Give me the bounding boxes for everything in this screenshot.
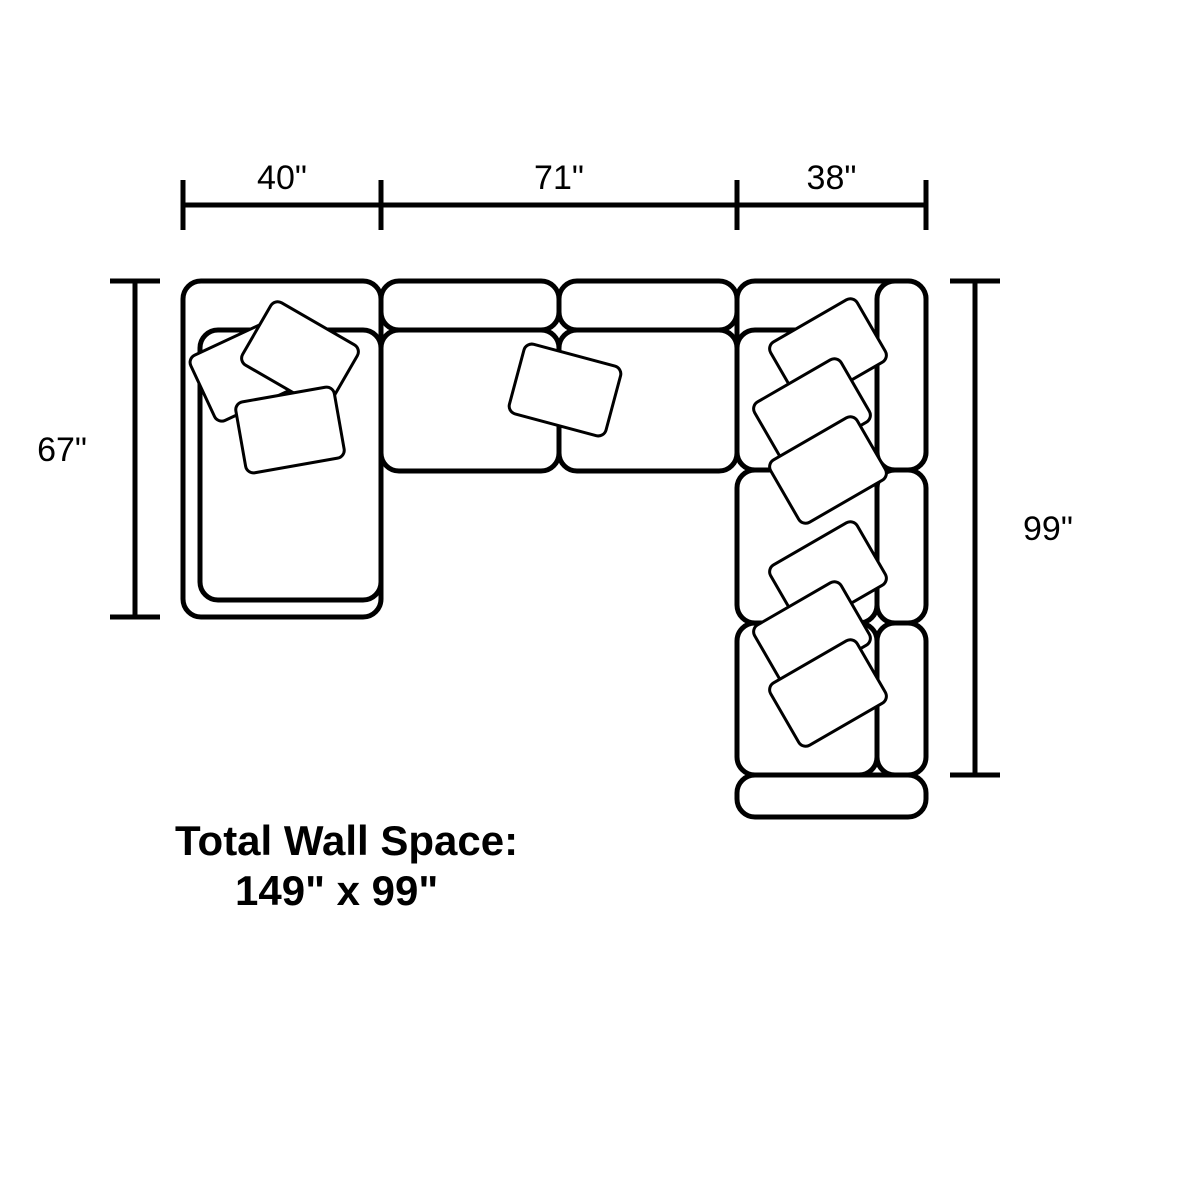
- dim-label: 38": [807, 159, 857, 197]
- dim-label: 99": [1023, 510, 1073, 548]
- right-back-1: [877, 281, 926, 470]
- top-back-2: [381, 281, 559, 330]
- right-arm: [737, 775, 926, 817]
- sectional-diagram: 40" 71" 38" 67" 99" Total Wall Space:149" x 9…: [0, 0, 1200, 1200]
- right-back-2: [877, 470, 926, 623]
- total-wall-space-line2: 149" x 99": [235, 867, 438, 914]
- dim-label: 40": [257, 159, 307, 197]
- dim-label: 67": [37, 431, 87, 469]
- total-wall-space-line1: Total Wall Space:: [175, 817, 518, 864]
- pillow: [235, 386, 346, 474]
- dim-label: 71": [534, 159, 584, 197]
- top-back-3: [559, 281, 737, 330]
